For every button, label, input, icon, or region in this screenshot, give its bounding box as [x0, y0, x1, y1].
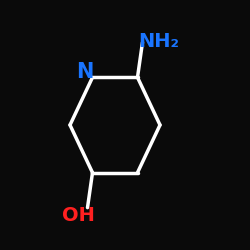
- Text: OH: OH: [62, 206, 95, 225]
- Text: NH₂: NH₂: [138, 32, 179, 50]
- Text: N: N: [76, 62, 94, 82]
